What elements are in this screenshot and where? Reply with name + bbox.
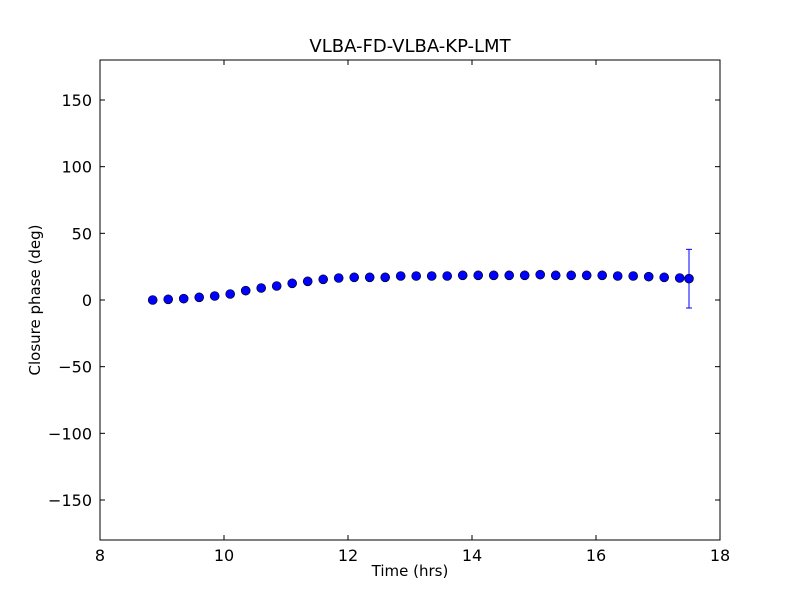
- data-point: [674, 273, 685, 283]
- data-point: [302, 276, 313, 287]
- x-tick-label: 16: [586, 546, 606, 565]
- data-point: [684, 273, 694, 284]
- x-tick-label: 14: [462, 546, 482, 565]
- y-tick-label: 0: [82, 291, 92, 310]
- y-tick-label: 100: [61, 158, 92, 177]
- data-point: [488, 270, 499, 281]
- data-point: [147, 295, 158, 305]
- chart-title: VLBA-FD-VLBA-KP-LMT: [309, 36, 511, 57]
- data-point: [209, 291, 220, 301]
- data-point: [271, 281, 282, 291]
- y-tick-label: 150: [61, 91, 92, 110]
- data-point: [504, 270, 515, 281]
- data-point: [364, 272, 375, 283]
- data-point: [287, 278, 298, 289]
- data-point: [457, 270, 468, 281]
- data-point: [380, 272, 391, 283]
- data-point: [581, 270, 592, 281]
- data-point: [535, 269, 546, 280]
- data-point: [163, 294, 173, 305]
- data-point: [225, 289, 235, 299]
- data-point: [550, 270, 561, 281]
- data-point: [597, 270, 608, 281]
- x-tick-label: 8: [95, 546, 105, 565]
- data-point: [628, 271, 639, 281]
- data-point: [612, 271, 623, 281]
- y-tick-label: −100: [48, 424, 92, 443]
- data-point: [395, 271, 406, 281]
- data-point: [194, 292, 204, 303]
- data-point: [178, 293, 189, 304]
- y-tick-label: −150: [48, 491, 92, 510]
- data-point: [442, 271, 453, 281]
- data-point: [256, 283, 267, 293]
- plot-area: [99, 59, 721, 541]
- data-point: [240, 285, 251, 296]
- data-point: [349, 272, 360, 283]
- data-point: [643, 271, 654, 282]
- data-point: [519, 270, 530, 281]
- data-point: [426, 271, 437, 281]
- y-axis-label: Closure phase (deg): [26, 225, 44, 376]
- data-point: [659, 272, 670, 283]
- data-point: [333, 273, 344, 283]
- data-point: [411, 271, 422, 281]
- y-tick-label: 50: [72, 224, 92, 243]
- data-point: [473, 270, 484, 281]
- data-point: [318, 274, 329, 285]
- x-axis-label: Time (hrs): [371, 562, 449, 580]
- data-points: [147, 269, 694, 305]
- axis-ticks: 8 10 12 14 16 18 −150 −100 −50 0 50 100 150: [48, 60, 730, 565]
- data-point: [566, 270, 577, 281]
- x-tick-label: 12: [338, 546, 358, 565]
- x-tick-label: 18: [710, 546, 730, 565]
- x-tick-label: 10: [214, 546, 234, 565]
- y-tick-label: −50: [58, 358, 92, 377]
